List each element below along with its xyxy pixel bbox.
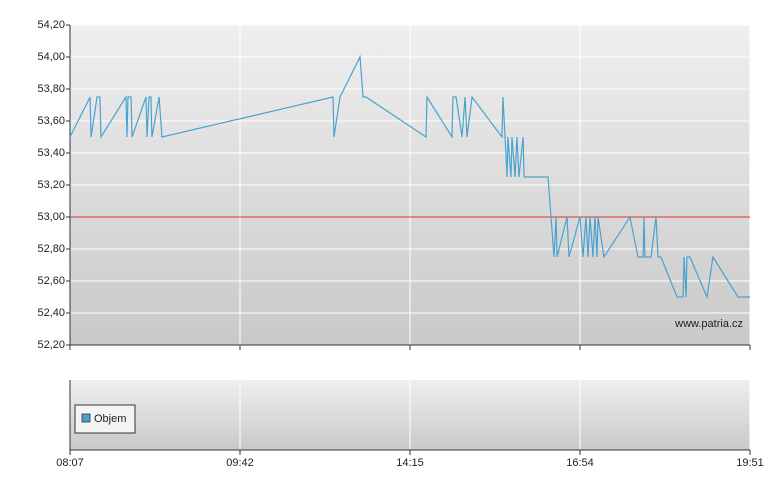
y-tick-label: 52,80	[37, 243, 65, 255]
y-tick-label: 52,60	[37, 275, 65, 287]
watermark: www.patria.cz	[674, 318, 743, 330]
y-tick-label: 52,40	[37, 307, 65, 319]
y-tick-label: 53,40	[37, 147, 65, 159]
legend-swatch	[81, 413, 91, 423]
x-tick-label: 16:54	[566, 457, 594, 469]
y-tick-label: 53,20	[37, 179, 65, 191]
price-line	[69, 54, 750, 300]
y-tick-label: 54,00	[37, 51, 65, 63]
y-tick-label: 54,20	[37, 19, 65, 31]
x-tick-label: 14:15	[396, 457, 424, 469]
y-tick-label: 53,80	[37, 83, 65, 95]
legend-label: Objem	[94, 413, 126, 425]
y-tick-label: 53,60	[37, 115, 65, 127]
x-tick-label: 09:42	[226, 457, 254, 469]
y-tick-label: 52,20	[37, 339, 65, 351]
x-tick-label: 19:51	[736, 457, 764, 469]
x-tick-label: 08:07	[56, 457, 84, 469]
y-tick-label: 53,00	[37, 211, 65, 223]
